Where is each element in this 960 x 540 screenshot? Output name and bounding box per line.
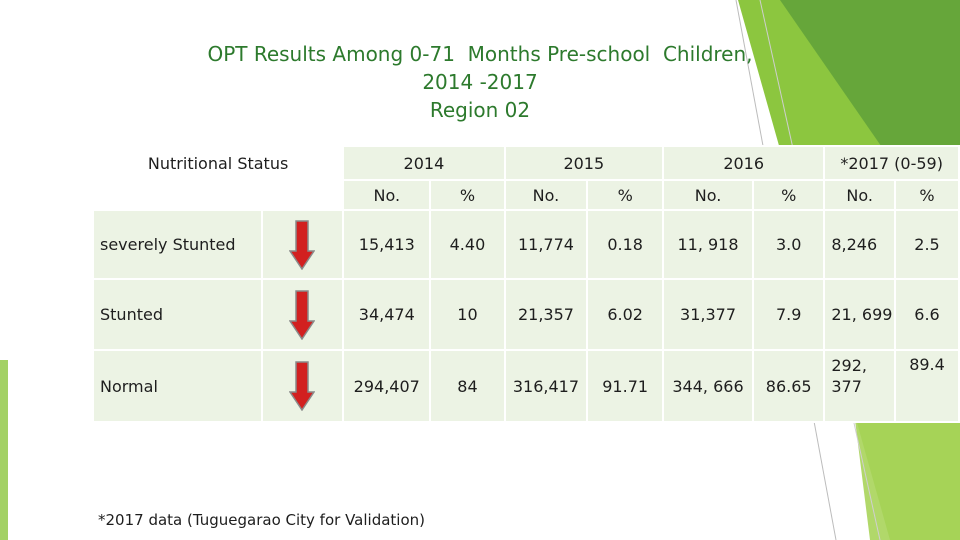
footnote: *2017 data (Tuguegarao City for Validati…: [98, 511, 425, 529]
cell-2016-pct: 86.65: [752, 349, 826, 423]
subheader-no: No.: [823, 179, 897, 211]
cell-2016-pct: 7.9: [752, 278, 826, 351]
cell-2015-no: 316,417: [503, 349, 589, 423]
cell-2014-no: 294,407: [342, 349, 432, 423]
cell-2016-no: 11, 918: [661, 209, 755, 280]
subheader-pct: %: [894, 179, 960, 211]
year-header-2016: 2016: [661, 145, 826, 181]
down-arrow-icon: [289, 219, 316, 270]
trend-cell: [260, 349, 345, 423]
year-header-row: Nutritional Status 2014 2015 2016 *2017 …: [91, 145, 960, 181]
cell-2017-no-text: 292, 377: [831, 356, 867, 396]
year-header-2015: 2015: [503, 145, 665, 181]
title-line-1: OPT Results Among 0-71 Months Pre-school…: [207, 42, 753, 66]
subheader-pct: %: [752, 179, 826, 211]
cell-2014-no: 34,474: [342, 278, 432, 351]
trend-cell: [260, 278, 345, 351]
year-header-2017: *2017 (0-59): [823, 145, 960, 181]
row-label: severely Stunted: [92, 209, 263, 280]
subheader-pct: %: [429, 179, 506, 211]
cell-2016-no: 31,377: [661, 278, 755, 351]
cell-2017-pct: 89.4: [894, 349, 960, 423]
cell-2015-pct: 0.18: [586, 209, 664, 280]
opt-results-table: Nutritional Status 2014 2015 2016 *2017 …: [91, 145, 960, 423]
cell-2016-pct: 3.0: [752, 209, 826, 280]
row-label: Normal: [92, 349, 263, 423]
cell-2015-no: 11,774: [503, 209, 589, 280]
cell-2015-pct: 91.71: [586, 349, 664, 423]
cell-2014-pct: 4.40: [429, 209, 506, 280]
cell-2015-pct: 6.02: [586, 278, 664, 351]
title-line-2: 2014 -2017: [422, 70, 538, 94]
cell-2014-pct: 84: [429, 349, 506, 423]
cell-2016-no: 344, 666: [661, 349, 755, 423]
subheader-no: No.: [503, 179, 589, 211]
subheader-no: No.: [661, 179, 755, 211]
title-line-3: Region 02: [429, 98, 531, 122]
trend-cell: [260, 209, 345, 280]
nutritional-status-header: Nutritional Status: [91, 145, 345, 181]
row-label: Stunted: [92, 278, 263, 351]
cell-2014-pct: 10: [429, 278, 506, 351]
slide-title: OPT Results Among 0-71 Months Pre-school…: [120, 40, 840, 124]
cell-2017-no: 292, 377: [823, 349, 897, 423]
table-row: Stunted 34,474 10 21,357 6.02 31,377 7.9…: [92, 278, 960, 351]
subheader-row: No. % No. % No. % No. %: [91, 179, 960, 211]
cell-2015-no: 21,357: [503, 278, 589, 351]
down-arrow-icon: [289, 289, 316, 340]
empty-cell: [91, 179, 345, 211]
table-row: Normal 294,407 84 316,417 91.71 344, 666…: [92, 349, 960, 423]
down-arrow-icon: [289, 361, 316, 411]
cell-2017-no: 21, 699: [823, 278, 897, 351]
subheader-no: No.: [342, 179, 432, 211]
cell-2017-pct: 6.6: [894, 278, 960, 351]
cell-2017-pct: 2.5: [894, 209, 960, 280]
table-row: severely Stunted 15,413 4.40 11,774 0.18…: [92, 209, 960, 280]
subheader-pct: %: [586, 179, 664, 211]
year-header-2014: 2014: [342, 145, 506, 181]
cell-2017-no: 8,246: [823, 209, 897, 280]
left-accent-shape: [0, 360, 8, 540]
cell-2014-no: 15,413: [342, 209, 432, 280]
